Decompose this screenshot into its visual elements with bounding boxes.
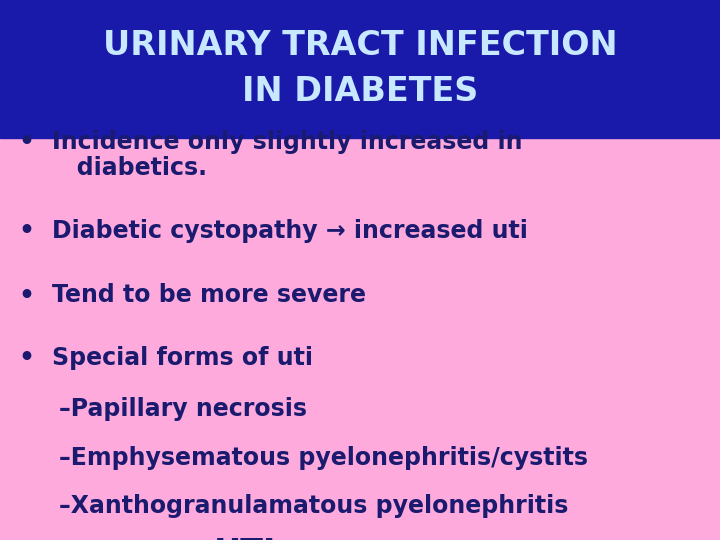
Text: UTI: UTI — [214, 537, 276, 540]
Text: •: • — [18, 130, 34, 153]
Text: –Xanthogranulamatous pyelonephritis: –Xanthogranulamatous pyelonephritis — [59, 494, 568, 518]
Text: •: • — [18, 346, 34, 369]
Text: IN DIABETES: IN DIABETES — [242, 76, 478, 109]
Text: Special forms of uti: Special forms of uti — [52, 346, 312, 369]
Text: •: • — [18, 219, 34, 242]
Text: –Papillary necrosis: –Papillary necrosis — [59, 397, 307, 421]
Text: Diabetic cystopathy → increased uti: Diabetic cystopathy → increased uti — [52, 219, 528, 242]
Text: URINARY TRACT INFECTION: URINARY TRACT INFECTION — [103, 29, 617, 62]
Text: Incidence only slightly increased in
   diabetics.: Incidence only slightly increased in dia… — [52, 130, 522, 180]
Bar — [0, 0, 720, 138]
Text: Tend to be more severe: Tend to be more severe — [52, 284, 366, 307]
Text: –Emphysematous pyelonephritis/cystits: –Emphysematous pyelonephritis/cystits — [59, 446, 588, 469]
Text: •: • — [18, 284, 34, 307]
